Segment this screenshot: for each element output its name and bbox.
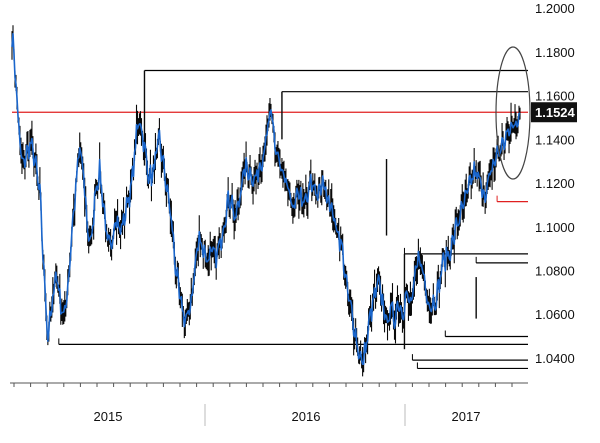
last-price-label: 1.1524 <box>531 102 577 123</box>
x-tick-label: 2016 <box>292 409 321 424</box>
last-price-text: 1.1524 <box>535 105 576 120</box>
price-series <box>11 32 521 366</box>
y-tick-label: 1.1400 <box>535 132 575 147</box>
rally-ellipse <box>495 46 531 180</box>
x-axis: 2015 2016 2017 <box>10 382 528 426</box>
y-tick-label: 1.2000 <box>535 1 575 16</box>
x-tick-label: 2017 <box>452 409 481 424</box>
y-tick-label: 1.1800 <box>535 45 575 60</box>
y-tick-label: 1.1600 <box>535 89 575 104</box>
price-line <box>11 32 521 366</box>
y-axis: 1.2000 1.1800 1.1600 1.1400 1.1200 1.1000 1.08… <box>535 1 575 366</box>
y-tick-label: 1.0800 <box>535 264 575 279</box>
y-tick-label: 1.1000 <box>535 220 575 235</box>
price-bars <box>11 25 521 377</box>
highlight-ellipse <box>495 46 531 180</box>
x-tick-label: 2015 <box>94 409 123 424</box>
y-tick-label: 1.0400 <box>535 351 575 366</box>
y-tick-label: 1.0600 <box>535 307 575 322</box>
price-bars-path <box>11 25 521 377</box>
last-price-box <box>531 102 577 123</box>
y-tick-label: 1.1200 <box>535 176 575 191</box>
